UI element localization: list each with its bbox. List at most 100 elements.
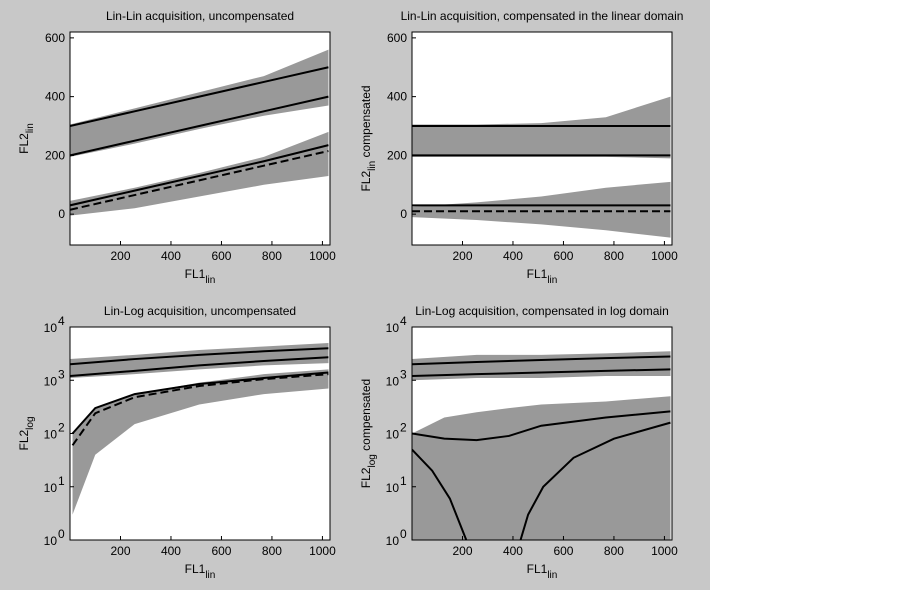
y-axis-label: FL2lin compensated bbox=[359, 85, 378, 191]
y-tick-label: 0 bbox=[58, 207, 65, 221]
x-tick-label: 1000 bbox=[651, 544, 678, 558]
x-label-sub: lin bbox=[205, 275, 215, 286]
fit-line bbox=[70, 144, 329, 207]
plot-content bbox=[412, 351, 671, 540]
x-tick-label: 1000 bbox=[651, 249, 678, 263]
y-tick-label: 200 bbox=[387, 148, 407, 162]
axes-title: Lin-Log acquisition, uncompensated bbox=[104, 304, 296, 318]
x-label-sub: lin bbox=[547, 275, 557, 286]
x-axis-label: FL1lin bbox=[527, 562, 558, 581]
axes-box bbox=[411, 31, 673, 246]
y-tick-label: 400 bbox=[45, 90, 65, 104]
y-tick-label: 10 bbox=[44, 374, 58, 388]
x-tick-label: 800 bbox=[262, 544, 282, 558]
y-tick-label: 600 bbox=[387, 31, 407, 45]
x-tick-label: 400 bbox=[503, 249, 523, 263]
fit-line bbox=[70, 150, 329, 211]
x-axis-label: FL1lin bbox=[185, 267, 216, 286]
x-tick-label: 1000 bbox=[309, 544, 336, 558]
y-tick-label: 10 bbox=[44, 481, 58, 495]
y-tick-power: 4 bbox=[58, 314, 65, 328]
fit-line bbox=[412, 410, 671, 442]
axes-title: Lin-Log acquisition, compensated in log … bbox=[415, 304, 669, 318]
fit-line bbox=[70, 95, 329, 157]
x-tick-label: 800 bbox=[604, 249, 624, 263]
y-tick-power: 0 bbox=[400, 527, 407, 541]
x-label-sub: lin bbox=[547, 570, 557, 581]
y-label-sub: lin bbox=[367, 161, 378, 171]
y-tick-label: 10 bbox=[386, 534, 400, 548]
axes: 200 400 600 800 1000 0 200 400 600 Lin-Lin acquis… bbox=[17, 9, 336, 286]
y-tick-label: 10 bbox=[386, 428, 400, 442]
fit-line bbox=[70, 356, 329, 378]
x-tick-label: 200 bbox=[110, 249, 130, 263]
y-tick-power: 2 bbox=[400, 421, 407, 435]
y-axis-label: FL2log bbox=[17, 416, 36, 450]
x-tick-label: 600 bbox=[211, 544, 231, 558]
y-tick-label: 0 bbox=[400, 207, 407, 221]
y-label-sub: log bbox=[367, 454, 378, 467]
plot-content bbox=[70, 343, 329, 515]
plot-content bbox=[412, 96, 671, 238]
y-label-main: FL2 bbox=[359, 467, 373, 488]
fit-line bbox=[70, 347, 329, 366]
y-label-sub: log bbox=[25, 416, 36, 429]
y-tick-label: 10 bbox=[44, 428, 58, 442]
x-tick-label: 400 bbox=[503, 544, 523, 558]
y-tick-power: 1 bbox=[58, 474, 65, 488]
y-tick-label: 200 bbox=[45, 148, 65, 162]
y-tick-power: 1 bbox=[400, 474, 407, 488]
y-tick-label: 10 bbox=[386, 321, 400, 335]
y-label-sub: lin bbox=[25, 123, 36, 133]
axes-title: Lin-Lin acquisition, compensated in the … bbox=[401, 9, 684, 23]
y-tick-label: 10 bbox=[44, 534, 58, 548]
y-tick-label: 10 bbox=[44, 321, 58, 335]
axes: 200 400 600 800 1000 0 200 400 600 Lin-Lin acquis… bbox=[359, 9, 683, 286]
x-label-sub: lin bbox=[205, 570, 215, 581]
x-label-main: FL1 bbox=[527, 267, 548, 281]
y-tick-label: 400 bbox=[387, 90, 407, 104]
scatter-cloud bbox=[412, 396, 671, 540]
fit-line bbox=[412, 355, 671, 366]
y-label-suffix: compensated bbox=[359, 379, 373, 454]
y-axis-label: FL2log compensated bbox=[359, 379, 378, 488]
y-tick-label: 10 bbox=[386, 374, 400, 388]
x-tick-label: 400 bbox=[161, 544, 181, 558]
x-tick-label: 600 bbox=[211, 249, 231, 263]
x-tick-label: 600 bbox=[553, 249, 573, 263]
fit-line bbox=[412, 368, 671, 378]
y-tick-label: 600 bbox=[45, 31, 65, 45]
fit-line bbox=[70, 66, 329, 127]
y-tick-label: 10 bbox=[386, 481, 400, 495]
axes-title: Lin-Lin acquisition, uncompensated bbox=[106, 9, 294, 23]
fit-line bbox=[412, 448, 468, 540]
y-tick-power: 3 bbox=[400, 367, 407, 381]
y-tick-power: 2 bbox=[58, 421, 65, 435]
y-label-main: FL2 bbox=[17, 133, 31, 154]
x-label-main: FL1 bbox=[527, 562, 548, 576]
x-label-main: FL1 bbox=[185, 562, 206, 576]
x-label-main: FL1 bbox=[185, 267, 206, 281]
x-tick-label: 800 bbox=[604, 544, 624, 558]
plot-content bbox=[70, 49, 329, 216]
x-tick-label: 400 bbox=[161, 249, 181, 263]
x-tick-label: 200 bbox=[452, 544, 472, 558]
x-axis-label: FL1lin bbox=[527, 267, 558, 286]
fit-line bbox=[519, 421, 671, 540]
scatter-cloud bbox=[72, 369, 329, 515]
x-tick-label: 800 bbox=[262, 249, 282, 263]
y-tick-power: 3 bbox=[58, 367, 65, 381]
x-tick-label: 600 bbox=[553, 544, 573, 558]
fit-line bbox=[71, 371, 329, 435]
scatter-cloud bbox=[412, 96, 671, 159]
y-tick-power: 4 bbox=[400, 314, 407, 328]
axes-box bbox=[69, 31, 331, 246]
scatter-cloud bbox=[412, 181, 671, 238]
y-label-main: FL2 bbox=[359, 171, 373, 192]
x-axis-label: FL1lin bbox=[185, 562, 216, 581]
x-tick-label: 200 bbox=[110, 544, 130, 558]
y-label-suffix: compensated bbox=[359, 85, 373, 160]
